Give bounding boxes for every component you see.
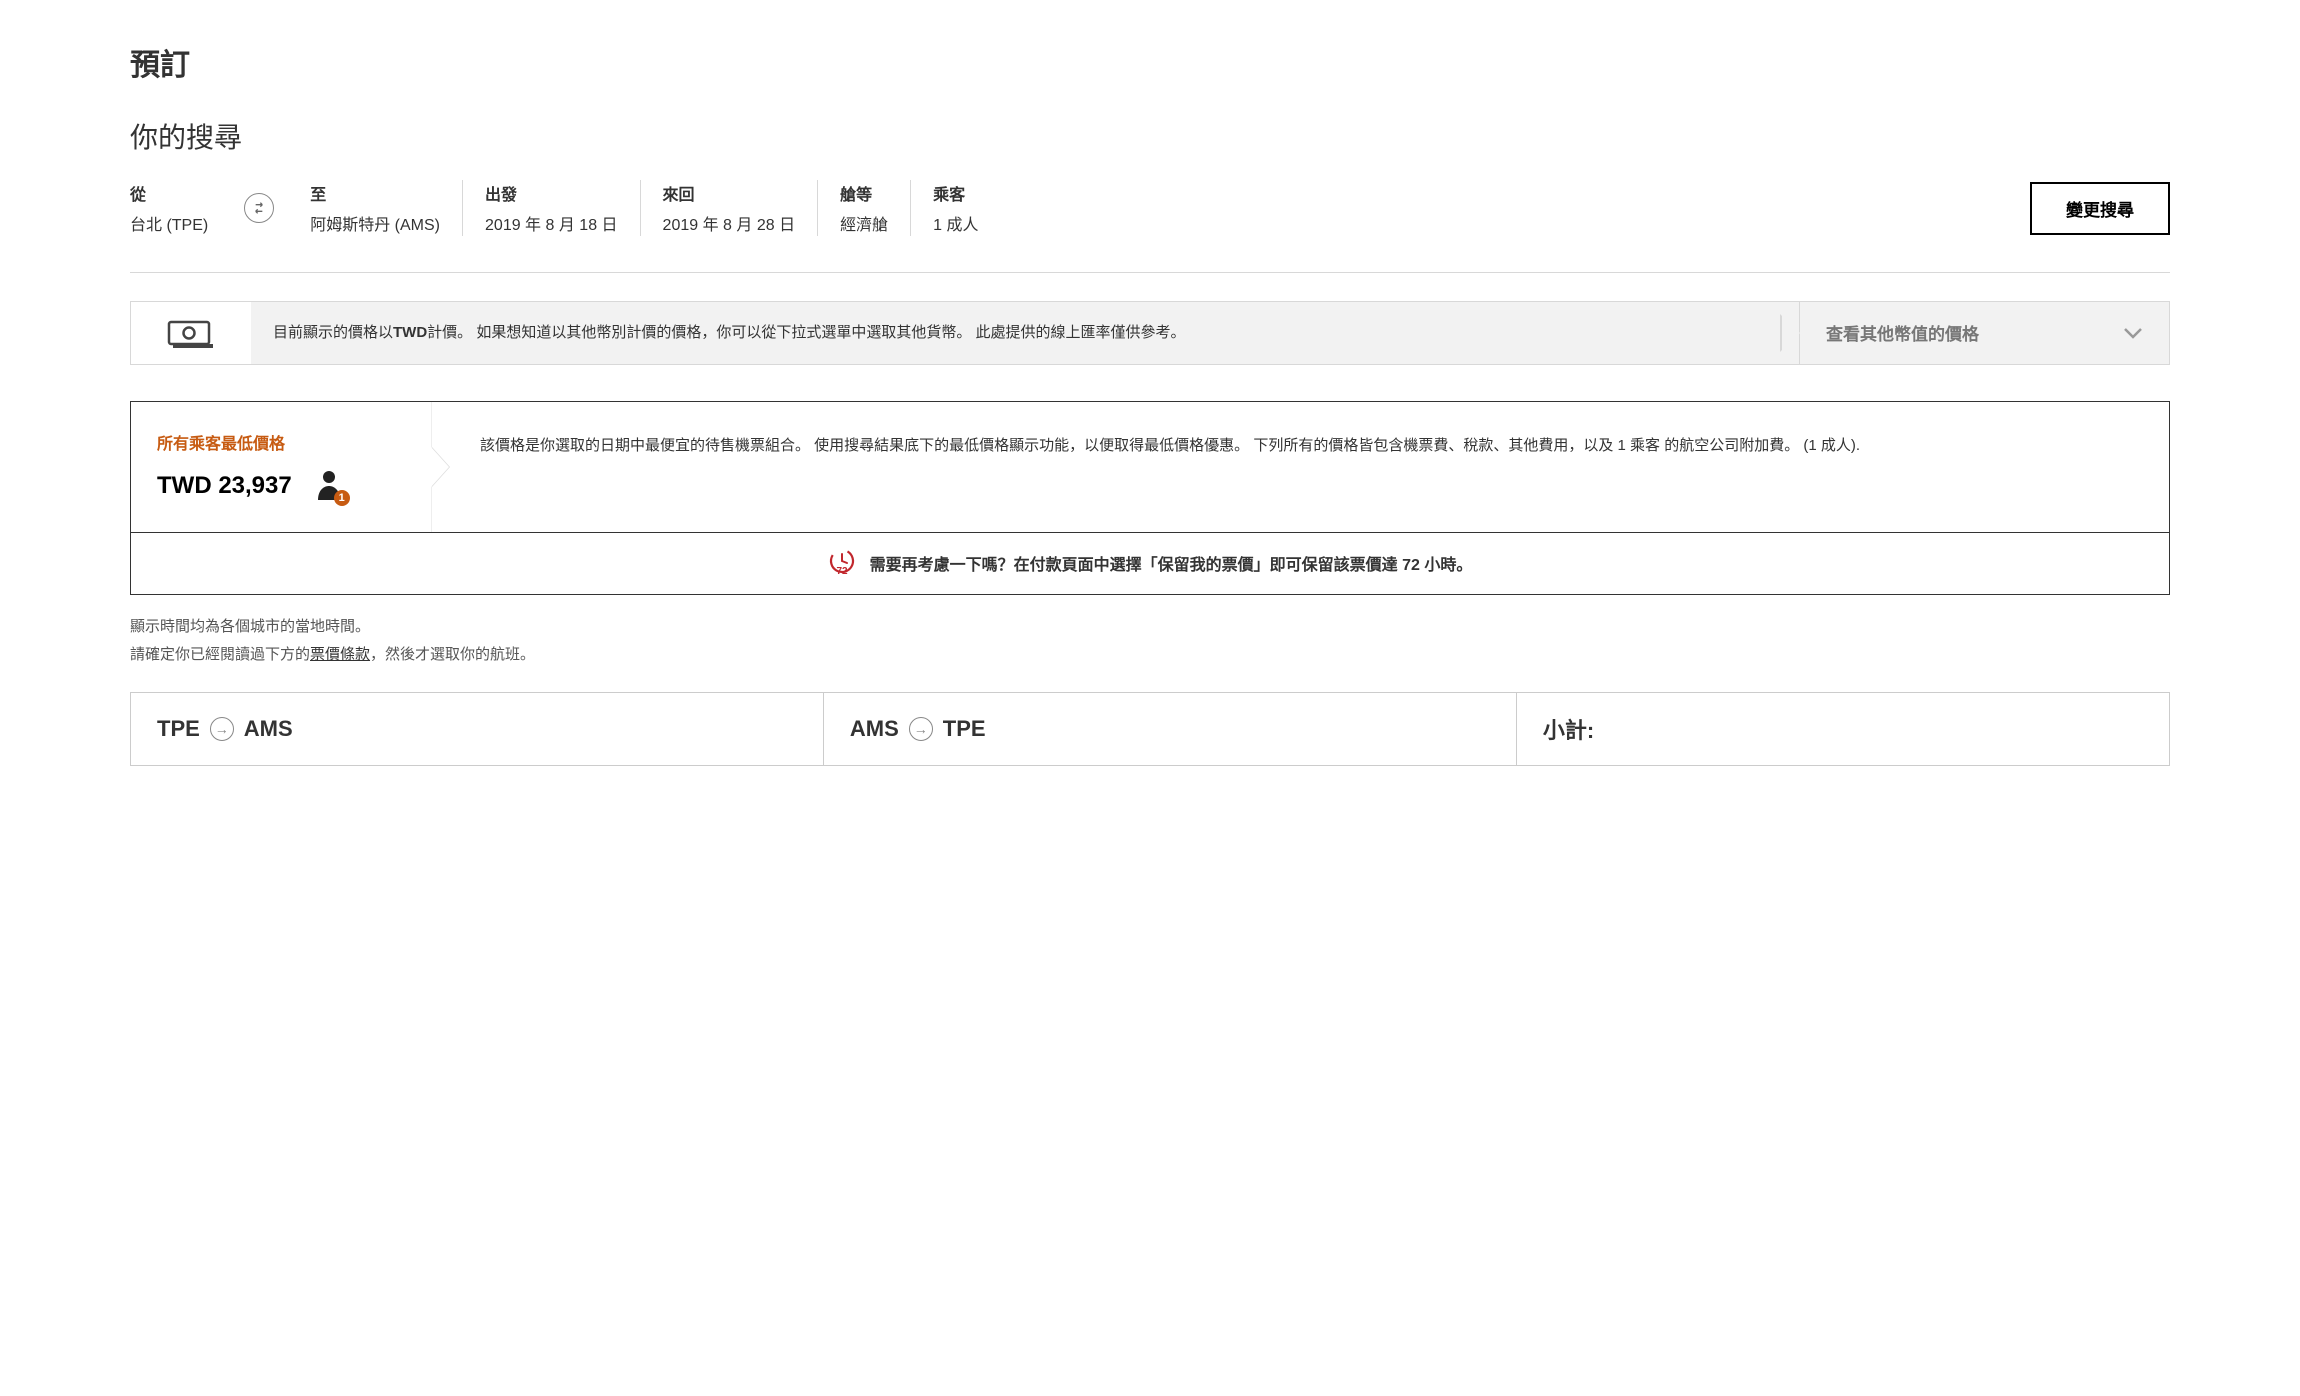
search-summary: 從 台北 (TPE) 至 阿姆斯特丹 (AMS) 出發 2019 年 8 月 1… <box>130 180 2170 273</box>
lowest-price-description: 該價格是你選取的日期中最便宜的待售機票組合。 使用搜尋結果底下的最低價格顯示功能… <box>431 402 2169 532</box>
arrow-right-icon: → <box>210 717 234 741</box>
inbound-to: TPE <box>943 716 986 742</box>
currency-message: 目前顯示的價格以TWD計價。 如果想知道以其他幣別計價的價格，你可以從下拉式選單… <box>251 302 1782 364</box>
note-fare-terms-suffix: ，然後才選取你的航班。 <box>370 646 535 663</box>
from-label: 從 <box>130 181 208 205</box>
summary-return: 來回 2019 年 8 月 28 日 <box>640 180 818 236</box>
lowest-price-amount: TWD 23,937 <box>157 472 292 500</box>
note-local-time: 顯示時間均為各個城市的當地時間。 <box>130 613 2170 642</box>
from-value: 台北 (TPE) <box>130 211 208 235</box>
currency-arrow <box>1782 315 1800 351</box>
money-icon <box>167 316 215 350</box>
summary-to: 至 阿姆斯特丹 (AMS) <box>288 180 462 236</box>
route-tab-outbound[interactable]: TPE → AMS <box>131 693 824 765</box>
route-tab-subtotal: 小計: <box>1517 693 2169 765</box>
fare-terms-link[interactable]: 票價條款 <box>310 646 370 663</box>
currency-select-label: 查看其他幣值的價格 <box>1826 320 1979 345</box>
svg-text:72: 72 <box>836 566 848 575</box>
swap-button[interactable] <box>230 180 288 236</box>
pax-label: 乘客 <box>933 181 978 205</box>
summary-pax: 乘客 1 成人 <box>910 180 1000 236</box>
inbound-from: AMS <box>850 716 899 742</box>
to-value: 阿姆斯特丹 (AMS) <box>310 211 440 235</box>
summary-from: 從 台北 (TPE) <box>130 180 230 236</box>
currency-bar: 目前顯示的價格以TWD計價。 如果想知道以其他幣別計價的價格，你可以從下拉式選單… <box>130 301 2170 365</box>
lowest-price-box: 所有乘客最低價格 TWD 23,937 1 該價格是你選取的日期中最便宜的待售機… <box>130 401 2170 595</box>
currency-msg-prefix: 目前顯示的價格以 <box>273 324 393 341</box>
route-tabs: TPE → AMS AMS → TPE 小計: <box>130 692 2170 766</box>
depart-value: 2019 年 8 月 18 日 <box>485 211 618 235</box>
flight-notes: 顯示時間均為各個城市的當地時間。 請確定你已經閱讀過下方的票價條款，然後才選取你… <box>130 613 2170 670</box>
swap-icon <box>244 193 274 223</box>
chevron-down-icon <box>2123 327 2143 339</box>
section-title: 你的搜尋 <box>130 116 2170 156</box>
return-label: 來回 <box>663 181 796 205</box>
outbound-from: TPE <box>157 716 200 742</box>
passenger-icon: 1 <box>314 468 344 504</box>
outbound-to: AMS <box>244 716 293 742</box>
summary-depart: 出發 2019 年 8 月 18 日 <box>462 180 640 236</box>
hold-72-icon: 72 <box>828 547 856 580</box>
cabin-label: 艙等 <box>840 181 888 205</box>
hold-fare-message: 需要再考慮一下嗎？在付款頁面中選擇「保留我的票價」即可保留該票價達 72 小時。 <box>870 551 1473 575</box>
passenger-count-badge: 1 <box>334 490 350 506</box>
currency-icon-box <box>131 302 251 364</box>
return-value: 2019 年 8 月 28 日 <box>663 211 796 235</box>
arrow-right-icon: → <box>909 717 933 741</box>
currency-msg-suffix: 計價。 如果想知道以其他幣別計價的價格，你可以從下拉式選單中選取其他貨幣。 此處… <box>427 324 1185 341</box>
change-search-button[interactable]: 變更搜尋 <box>2030 182 2170 235</box>
pax-value: 1 成人 <box>933 211 978 235</box>
summary-cabin: 艙等 經濟艙 <box>817 180 910 236</box>
cabin-value: 經濟艙 <box>840 211 888 235</box>
note-fare-terms-prefix: 請確定你已經閱讀過下方的 <box>130 646 310 663</box>
currency-select[interactable]: 查看其他幣值的價格 <box>1799 302 2169 364</box>
subtotal-label: 小計: <box>1543 713 1594 745</box>
route-tab-inbound[interactable]: AMS → TPE <box>824 693 1517 765</box>
lowest-price-label: 所有乘客最低價格 <box>157 430 399 454</box>
currency-code: TWD <box>393 324 427 341</box>
to-label: 至 <box>310 181 440 205</box>
lowest-price-summary: 所有乘客最低價格 TWD 23,937 1 <box>131 402 431 532</box>
hold-fare-bar: 72 需要再考慮一下嗎？在付款頁面中選擇「保留我的票價」即可保留該票價達 72 … <box>131 532 2169 594</box>
depart-label: 出發 <box>485 181 618 205</box>
page-title: 預訂 <box>130 40 2170 84</box>
